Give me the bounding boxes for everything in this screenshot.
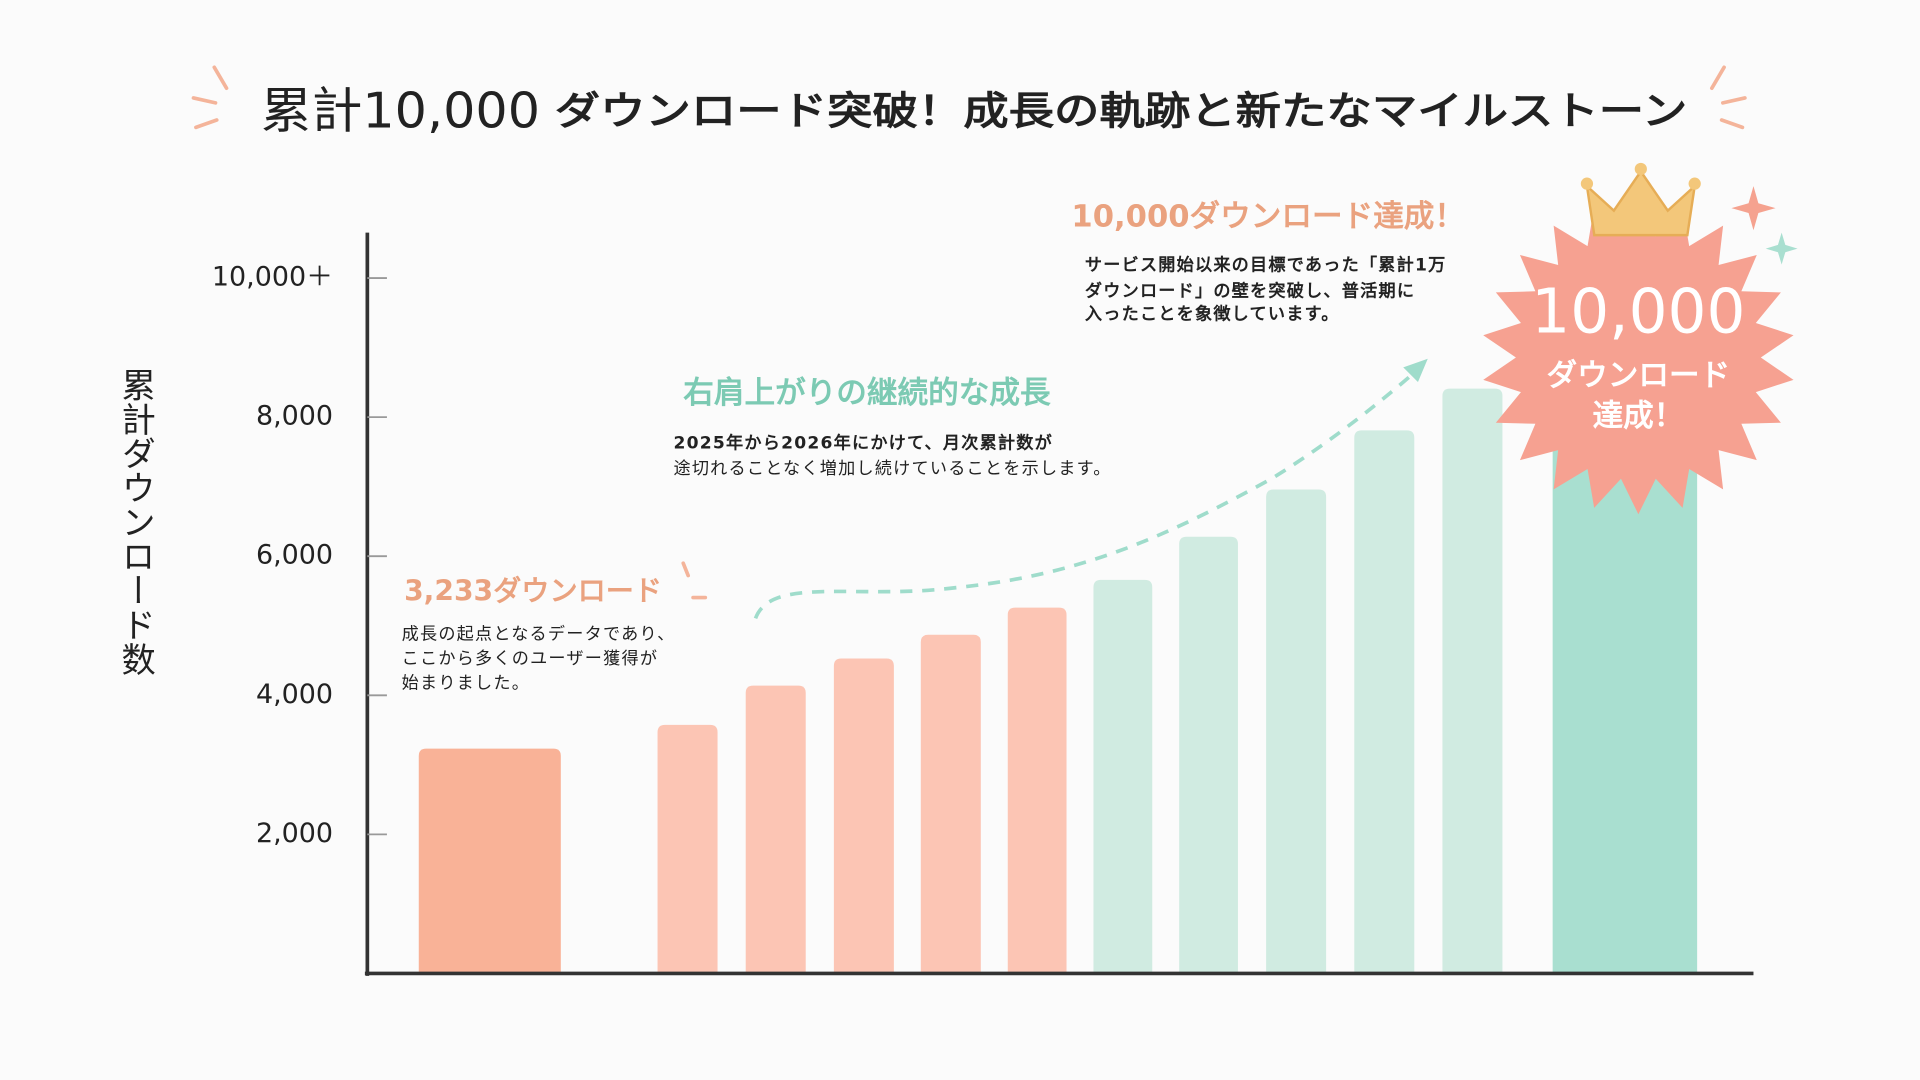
trend-arrow: [753, 365, 1422, 620]
crown-dot: [1580, 177, 1594, 190]
y-tick-label: 8,000: [256, 401, 333, 432]
annotation-text: 始まりました。: [402, 673, 530, 693]
crown-dot: [1634, 162, 1647, 176]
starburst: [1483, 200, 1794, 515]
badge-text: 達成！: [1592, 399, 1684, 434]
bar: [1093, 579, 1153, 974]
bar: [745, 685, 806, 974]
annotation-text: 成長の起点となるデータであり、: [402, 623, 676, 644]
annotation-text: 入ったことを象徴しています。: [1085, 304, 1340, 325]
badge-number: 10,000: [1531, 277, 1745, 348]
bar: [1442, 388, 1503, 974]
y-tick-label: 2,000: [256, 818, 333, 849]
crown-dot: [1688, 177, 1701, 190]
sparkle: [1765, 232, 1798, 265]
y-axis-label: 累計ダウンロード数: [115, 367, 155, 676]
badge-text: ダウンロード: [1547, 358, 1731, 394]
annotation-text: ダウンロード」の壁を突破し、普活期に: [1085, 280, 1415, 301]
annotation-text: 2025年から2026年にかけて、月次累計数が: [673, 432, 1053, 453]
y-tick-label: 6,000: [256, 540, 333, 571]
chart-title: ダウンロード突破！成長の軌跡と新たなマイルストーン: [555, 89, 1688, 134]
annotation-text: 途切れることなく増加し続けていることを示します。: [673, 459, 1111, 479]
title-highlight: 累計10,000: [261, 82, 540, 139]
annotation-text: サービス開始以来の目標であった「累計1万: [1085, 255, 1447, 276]
bar: [657, 724, 718, 974]
sparkle: [1731, 186, 1776, 231]
y-tick-label: 10,000＋: [212, 262, 333, 293]
annotation-title: 10,000ダウンロード達成！: [1071, 198, 1465, 234]
crown: [1585, 169, 1697, 237]
bar: [833, 658, 894, 974]
annotation-title: 3,233ダウンロード: [404, 575, 662, 608]
bar: [1266, 489, 1327, 974]
bar: [1179, 536, 1238, 974]
annotation-title: 右肩上がりの継続的な成長: [683, 375, 1051, 411]
bar: [418, 748, 561, 974]
arrow-head: [1403, 358, 1428, 383]
bar: [920, 634, 981, 974]
plot: [418, 278, 1698, 974]
annotation-text: ここから多くのユーザー獲得が: [402, 649, 659, 669]
bar: [1354, 430, 1415, 974]
title-sparkles: [191, 65, 1747, 600]
y-tick-label: 4,000: [256, 679, 333, 710]
bar: [1007, 607, 1067, 974]
